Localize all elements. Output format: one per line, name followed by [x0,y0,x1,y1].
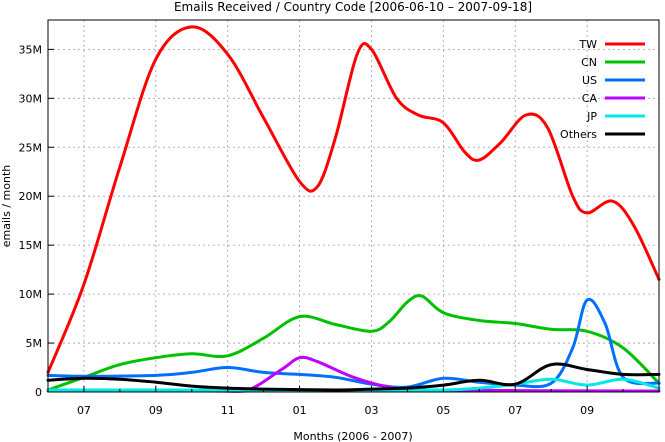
y-tick-label: 30M [19,92,43,105]
y-tick-label: 10M [19,288,43,301]
x-axis-ticks: 07 09 11 01 03 05 07 09 [47,386,624,417]
y-tick-label: 0 [35,386,42,399]
chart-title: Emails Received / Country Code [2006-06-… [174,0,532,14]
x-tick-label: 07 [508,404,522,417]
y-tick-label: 25M [19,141,43,154]
x-tick-label: 05 [436,404,450,417]
x-tick-label: 09 [580,404,594,417]
y-axis-label: emails / month [0,165,13,247]
x-tick-label: 03 [364,404,378,417]
x-tick-label: 07 [77,404,91,417]
legend-label-others: Others [560,128,597,141]
x-tick-label: 01 [293,404,307,417]
y-tick-label: 15M [19,239,43,252]
legend-label-us: US [582,74,597,87]
series-line-cn [46,294,661,392]
x-axis-label: Months (2006 - 2007) [293,430,412,442]
grid-lines [48,20,659,392]
x-tick-label: 09 [149,404,163,417]
plot-frame [47,19,660,393]
legend-label-cn: CN [581,56,597,69]
legend-label-jp: JP [586,110,597,123]
y-tick-label: 20M [19,190,43,203]
series-line-tw [46,25,661,374]
series-layer [46,25,661,393]
y-axis-ticks: 0 5M 10M 15M 20M 25M 30M 35M [19,43,54,399]
legend-label-tw: TW [578,38,597,51]
x-tick-label: 11 [221,404,235,417]
legend: TW CN US CA JP Others [560,38,645,141]
y-tick-label: 5M [26,337,43,350]
y-tick-label: 35M [19,43,43,56]
legend-label-ca: CA [582,92,598,105]
